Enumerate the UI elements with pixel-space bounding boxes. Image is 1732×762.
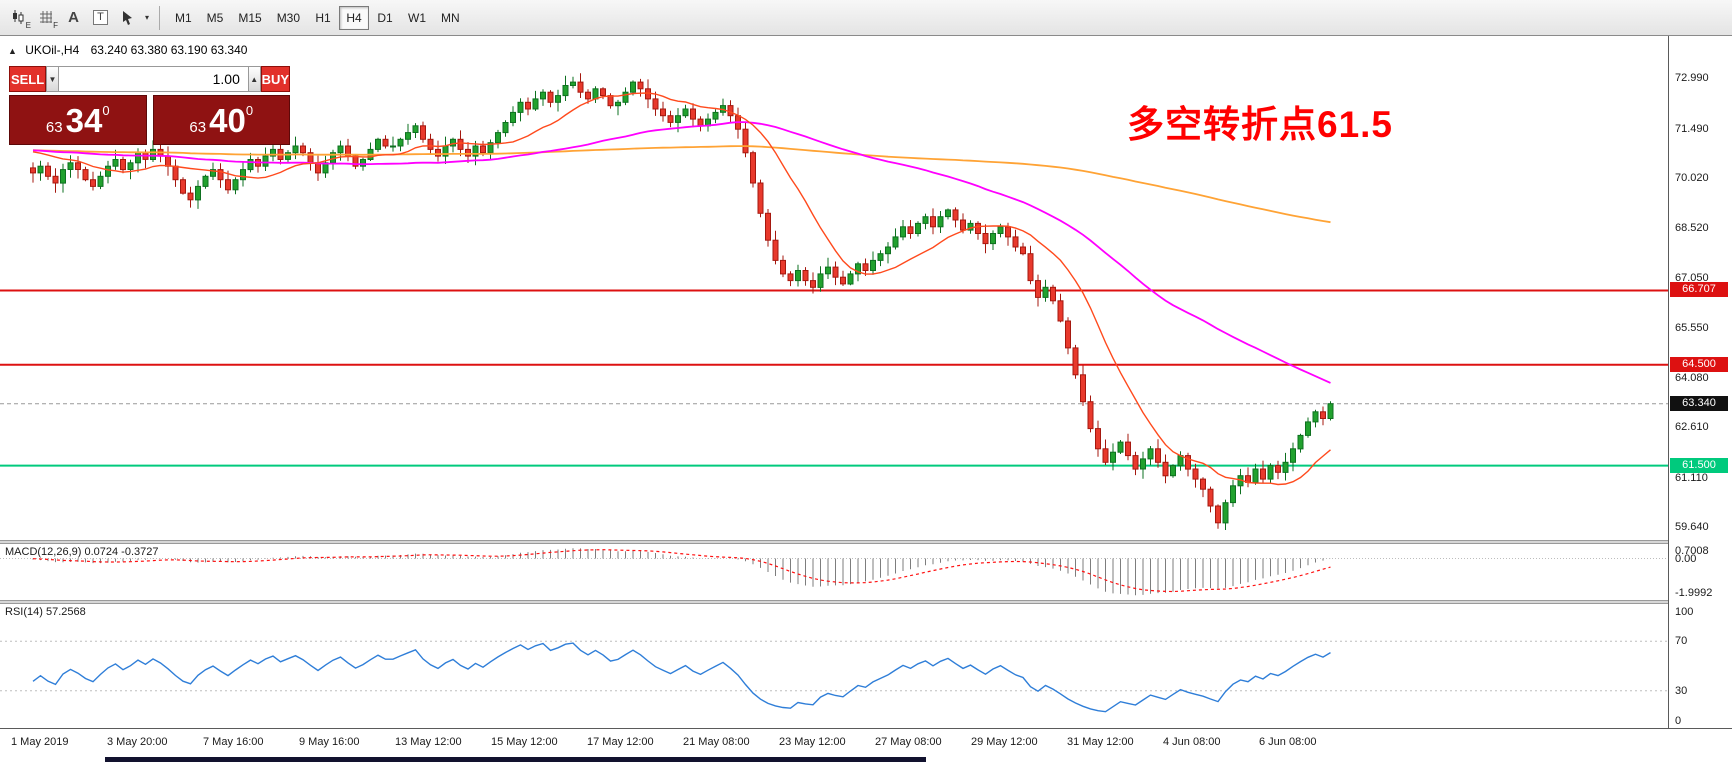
time-axis-label: 29 May 12:00: [971, 736, 1038, 748]
price-axis[interactable]: 72.990 71.490 70.020 68.520 67.050 65.550 64.0…: [1668, 36, 1732, 728]
crosshair-cursor-icon[interactable]: [114, 4, 141, 31]
textbox-icon[interactable]: T: [87, 4, 114, 31]
time-axis-label: 27 May 08:00: [875, 736, 942, 748]
macd-panel: MACD(12,26,9) 0.0724 -0.3727: [0, 544, 1668, 600]
icon-sub-label: E: [25, 21, 31, 30]
timeframe-button-m1[interactable]: M1: [168, 6, 199, 30]
sell-button[interactable]: SELL: [9, 66, 47, 92]
sell-price-display[interactable]: 63 34 0: [9, 95, 147, 145]
ohlc-values: 63.240 63.380 63.190 63.340: [90, 43, 248, 57]
timeframe-button-m30[interactable]: M30: [270, 6, 307, 30]
price-tick: 72.990: [1675, 72, 1709, 85]
volume-down-button[interactable]: ▼: [46, 66, 59, 92]
price-tick: 61.110: [1675, 471, 1708, 484]
rsi-label: RSI(14) 57.2568: [5, 606, 86, 618]
price-tick: 64.080: [1675, 371, 1709, 384]
buy-price-sup: 0: [245, 103, 254, 118]
time-axis-label: 15 May 12:00: [491, 736, 558, 748]
timeframe-button-m5[interactable]: M5: [200, 6, 231, 30]
price-chart-panel: ▲ UKOil-,H4 63.240 63.380 63.190 63.340 …: [0, 36, 1668, 540]
price-tick: 59.640: [1675, 521, 1709, 534]
symbol-label: UKOil-,H4: [25, 43, 80, 57]
price-flag: 63.340: [1670, 395, 1728, 411]
candles-glyph: [12, 9, 23, 24]
price-tick: 67.050: [1675, 271, 1709, 284]
letter-a-glyph: A: [68, 9, 79, 26]
time-axis-label: 1 May 2019: [11, 736, 69, 748]
price-flag: 61.500: [1670, 457, 1728, 473]
time-axis-label: 9 May 16:00: [299, 736, 360, 748]
panel-resize-handle[interactable]: [0, 540, 1732, 544]
chevron-down-icon[interactable]: ▾: [144, 13, 149, 22]
time-axis-label: 3 May 20:00: [107, 736, 168, 748]
price-tick: 68.520: [1675, 222, 1709, 235]
timeframe-button-d1[interactable]: D1: [370, 6, 400, 30]
panel-resize-handle[interactable]: [0, 600, 1732, 604]
price-tick: 71.490: [1675, 122, 1709, 135]
expert-chart-icon[interactable]: E: [6, 4, 33, 31]
price-tick: 70.020: [1675, 171, 1709, 184]
volume-up-button[interactable]: ▲: [247, 66, 261, 92]
timeframe-button-m15[interactable]: M15: [231, 6, 268, 30]
time-axis-label: 31 May 12:00: [1067, 736, 1134, 748]
timeframe-button-h4[interactable]: H4: [339, 5, 370, 30]
buy-price-prefix: 63: [189, 119, 207, 136]
time-axis-label: 17 May 12:00: [587, 736, 654, 748]
sell-price-sup: 0: [102, 103, 110, 118]
rsi-axis-label: 100: [1675, 606, 1694, 618]
time-axis-label: 6 Jun 08:00: [1259, 736, 1317, 748]
one-click-collapse-icon[interactable]: ▲: [8, 46, 17, 56]
rsi-axis-label: 30: [1675, 684, 1688, 697]
price-chart-canvas[interactable]: [0, 36, 1668, 540]
timeframe-group: M1 M5 M15 M30 H1 H4 D1 W1 MN: [168, 5, 468, 30]
time-axis-label: 13 May 12:00: [395, 736, 462, 748]
text-annotation-icon[interactable]: A: [60, 4, 87, 31]
time-axis-label: 4 Jun 08:00: [1163, 736, 1221, 748]
volume-input[interactable]: [58, 66, 248, 92]
letter-t-glyph: T: [93, 10, 108, 25]
price-tick: 65.550: [1675, 322, 1709, 335]
macd-title: MACD(12,26,9): [5, 546, 82, 558]
rsi-panel: RSI(14) 57.2568: [0, 604, 1668, 728]
taskbar-strip: [105, 757, 926, 762]
rsi-canvas[interactable]: [0, 604, 1668, 728]
price-tick: 62.610: [1675, 421, 1709, 434]
buy-price-big: 40: [209, 101, 246, 139]
macd-canvas[interactable]: [0, 544, 1668, 600]
macd-axis-label: -1.9992: [1675, 587, 1713, 599]
timeframe-button-h1[interactable]: H1: [308, 6, 338, 30]
timeframe-button-mn[interactable]: MN: [434, 6, 467, 30]
macd-label: MACD(12,26,9) 0.0724 -0.3727: [5, 546, 159, 558]
grid-icon[interactable]: F: [33, 4, 60, 31]
macd-values: 0.0724 -0.3727: [84, 546, 159, 558]
sell-price-big: 34: [65, 101, 103, 139]
icon-sub-label: F: [53, 21, 58, 30]
chart-annotation-text: 多空转折点61.5: [1127, 104, 1394, 145]
toolbar-separator: [159, 5, 160, 30]
rsi-axis-label: 0: [1675, 715, 1682, 727]
one-click-trade-panel: SELL ▼ ▲ BUY 63 34 0 63 40 0: [9, 66, 291, 145]
rsi-axis-label: 70: [1675, 635, 1688, 648]
time-axis-label: 21 May 08:00: [683, 736, 750, 748]
main-toolbar: E F A T ▾ M1 M5 M15 M30 H1 H4 D1 W1 MN: [0, 0, 1732, 36]
time-axis-label: 23 May 12:00: [779, 736, 846, 748]
cursor-glyph: [122, 10, 132, 25]
macd-axis-label: 0.7008: [1675, 545, 1709, 557]
grid-glyph: [39, 10, 52, 23]
price-flag: 64.500: [1670, 356, 1728, 372]
time-axis[interactable]: 1 May 2019 3 May 20:00 7 May 16:00 9 May 16…: [0, 728, 1732, 757]
sell-price-prefix: 63: [45, 119, 63, 136]
time-axis-label: 7 May 16:00: [203, 736, 264, 748]
symbol-header: ▲ UKOil-,H4 63.240 63.380 63.190 63.340: [8, 43, 247, 57]
macd-axis-label: 0.00: [1675, 552, 1697, 565]
buy-button[interactable]: BUY: [260, 66, 291, 92]
timeframe-button-w1[interactable]: W1: [401, 6, 433, 30]
rsi-title: RSI(14): [5, 606, 43, 618]
rsi-value: 57.2568: [45, 606, 86, 618]
price-flag: 66.707: [1670, 282, 1728, 298]
buy-price-display[interactable]: 63 40 0: [152, 95, 290, 145]
